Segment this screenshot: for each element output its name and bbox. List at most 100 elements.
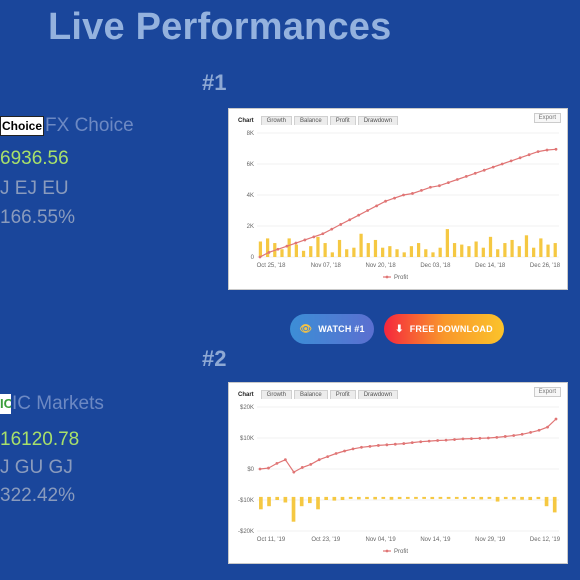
rank-label-1: #1 bbox=[202, 70, 227, 95]
bar bbox=[348, 496, 353, 499]
x-tick-label: Nov 14, '19 bbox=[420, 537, 451, 543]
balance-2: 16120.78 bbox=[0, 429, 80, 450]
chart-tab-chart[interactable]: Chart bbox=[233, 391, 259, 399]
profit-point bbox=[377, 444, 380, 447]
bar bbox=[528, 496, 533, 500]
bar bbox=[259, 496, 263, 510]
performance-chart-1: Chart Growth Balance Profit Drawdown Export … bbox=[228, 108, 568, 290]
bar bbox=[340, 496, 345, 500]
bar bbox=[552, 496, 557, 513]
y-tick-label: $0 bbox=[247, 467, 254, 473]
bar bbox=[546, 244, 550, 257]
x-tick-label: Nov 29, '19 bbox=[475, 537, 506, 543]
bar bbox=[422, 496, 426, 499]
profit-point bbox=[300, 466, 304, 469]
x-tick-label: Nov 07, '18 bbox=[311, 263, 342, 269]
profit-point bbox=[536, 150, 540, 153]
bar bbox=[365, 496, 369, 500]
chart-tab-profit[interactable]: Profit bbox=[329, 116, 356, 125]
bar bbox=[467, 246, 471, 257]
profit-point bbox=[529, 431, 533, 434]
bar bbox=[409, 246, 414, 257]
bar bbox=[510, 239, 514, 257]
bar bbox=[308, 496, 312, 504]
chart-tab-growth[interactable]: Growth bbox=[260, 390, 293, 399]
profit-point bbox=[393, 442, 397, 446]
balance-1: 6936.56 bbox=[0, 148, 69, 169]
bar bbox=[512, 496, 516, 500]
profit-point bbox=[473, 171, 477, 175]
watch-button[interactable]: 👁 WATCH #1 bbox=[290, 314, 374, 344]
watch-button-label: WATCH #1 bbox=[318, 324, 365, 334]
bar bbox=[316, 236, 320, 257]
profit-point bbox=[360, 445, 363, 449]
bar bbox=[495, 496, 500, 502]
chart-tab-chart[interactable]: Chart bbox=[233, 117, 259, 125]
profit-line bbox=[259, 418, 557, 473]
profit-point bbox=[334, 452, 338, 455]
broker-name-1: FX Choice bbox=[45, 115, 134, 136]
profit-point bbox=[375, 204, 379, 208]
chart-tab-profit[interactable]: Profit bbox=[329, 390, 356, 399]
bar bbox=[366, 243, 370, 257]
profit-point bbox=[385, 443, 389, 447]
bar bbox=[471, 496, 475, 499]
y-tick-label: 8K bbox=[247, 131, 254, 137]
chart-tab-drawdown[interactable]: Drawdown bbox=[357, 116, 399, 125]
free-download-button[interactable]: ⬇ FREE DOWNLOAD bbox=[384, 314, 504, 344]
profit-point bbox=[384, 199, 387, 203]
profit-point bbox=[283, 458, 287, 462]
download-icon: ⬇ bbox=[395, 323, 404, 335]
y-tick-label: -$10K bbox=[238, 498, 254, 504]
gain-2: 322.42% bbox=[0, 485, 76, 506]
bar bbox=[291, 496, 296, 522]
bar bbox=[544, 496, 549, 507]
profit-point bbox=[330, 227, 334, 231]
fxchoice-logo: Choice bbox=[0, 116, 45, 136]
profit-point bbox=[455, 178, 459, 181]
bar bbox=[388, 246, 392, 257]
chart-tab-balance[interactable]: Balance bbox=[294, 116, 328, 125]
bar bbox=[474, 241, 478, 257]
broker-name-2: IC Markets bbox=[12, 393, 104, 414]
profit-point bbox=[437, 184, 441, 188]
profit-point bbox=[339, 223, 343, 226]
pairs-2: J GU GJ bbox=[0, 457, 73, 478]
profit-point bbox=[321, 232, 325, 236]
bar bbox=[345, 249, 349, 257]
profit-point bbox=[461, 437, 465, 441]
profit-point bbox=[348, 218, 352, 222]
bar bbox=[280, 249, 284, 257]
bar bbox=[395, 249, 399, 257]
export-dropdown-1[interactable]: Export bbox=[533, 113, 561, 123]
export-dropdown-2[interactable]: Export bbox=[533, 387, 561, 397]
bar bbox=[324, 496, 329, 500]
chart-tab-drawdown[interactable]: Drawdown bbox=[357, 390, 399, 399]
legend-label: Profit bbox=[394, 275, 408, 281]
chart-tab-growth[interactable]: Growth bbox=[260, 116, 293, 125]
profit-point bbox=[537, 428, 541, 432]
bar bbox=[330, 252, 334, 257]
y-tick-label: 0 bbox=[251, 255, 255, 261]
x-tick-label: Oct 11, '19 bbox=[257, 537, 286, 543]
bar bbox=[352, 247, 356, 257]
legend-label: Profit bbox=[394, 549, 408, 555]
bar bbox=[402, 252, 406, 257]
bar bbox=[414, 496, 418, 499]
bar bbox=[460, 244, 464, 257]
profit-point bbox=[292, 470, 296, 474]
chart-tab-balance[interactable]: Balance bbox=[294, 390, 328, 399]
x-tick-label: Nov 20, '18 bbox=[366, 263, 397, 269]
y-tick-label: 4K bbox=[247, 193, 254, 199]
profit-point bbox=[326, 455, 330, 458]
profit-point bbox=[368, 444, 372, 448]
profit-point bbox=[267, 466, 270, 470]
profit-point bbox=[420, 188, 423, 192]
profit-point bbox=[527, 153, 531, 157]
bar bbox=[520, 496, 524, 500]
icmarkets-logo: IC bbox=[0, 394, 11, 414]
bar bbox=[389, 496, 394, 500]
profit-point bbox=[503, 435, 507, 438]
bar bbox=[438, 247, 442, 257]
